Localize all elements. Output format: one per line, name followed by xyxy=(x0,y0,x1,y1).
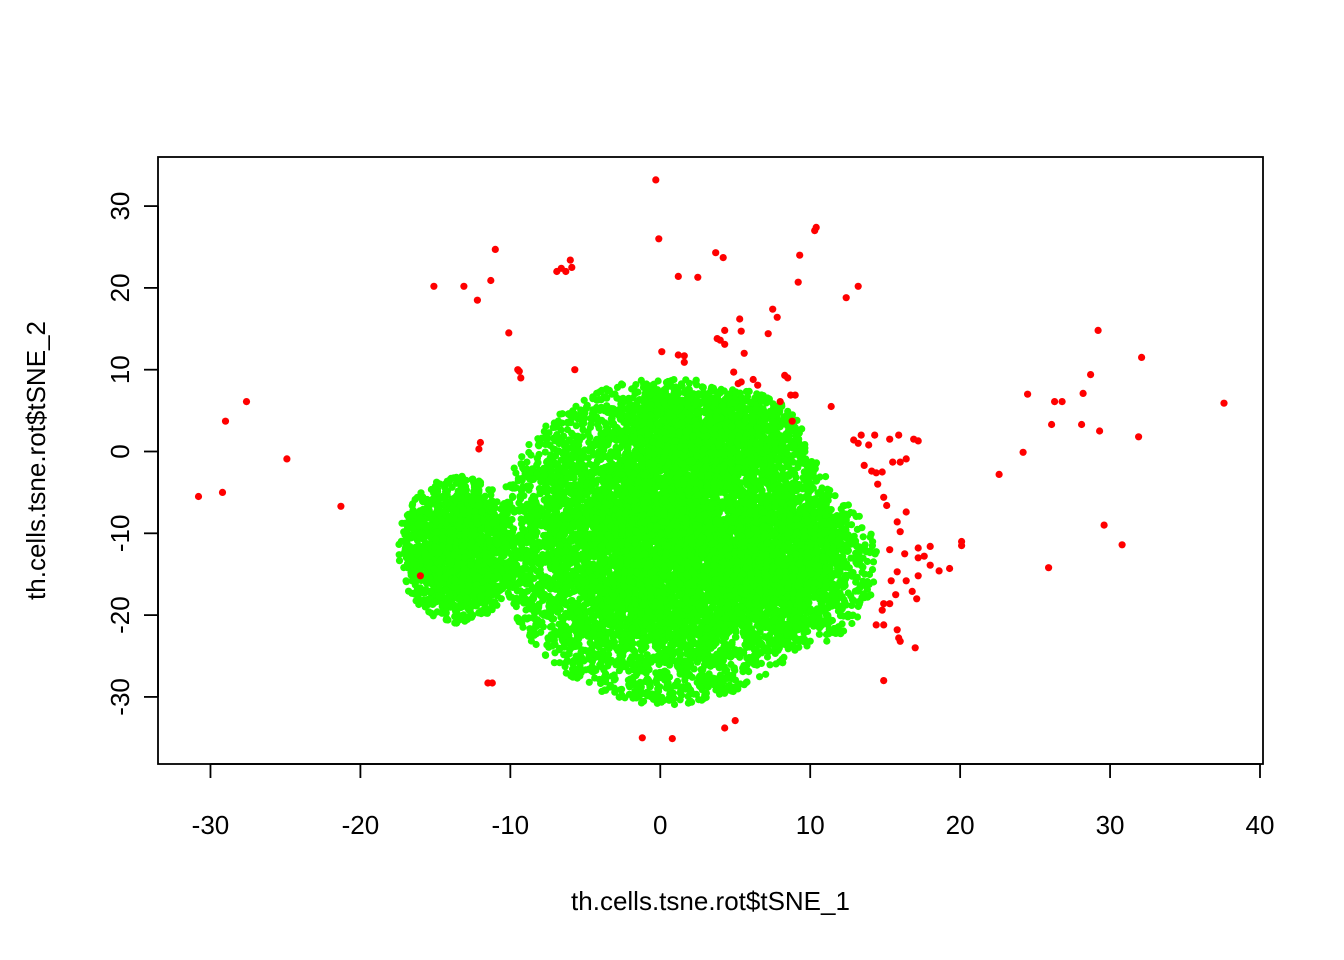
data-point-green xyxy=(541,448,549,456)
data-point-green xyxy=(517,515,525,523)
data-point-green xyxy=(822,473,830,481)
data-point-green xyxy=(756,673,764,681)
data-point-green xyxy=(771,649,779,658)
data-point-green xyxy=(541,440,550,448)
data-point-green xyxy=(572,422,580,430)
points-layer xyxy=(194,176,1228,743)
data-point-green xyxy=(643,675,652,683)
data-point-green xyxy=(523,615,531,623)
data-point-green xyxy=(542,651,550,660)
data-point-green xyxy=(524,587,532,595)
data-point-green xyxy=(570,615,578,623)
data-point-green xyxy=(568,429,576,437)
data-point-green xyxy=(508,492,517,500)
data-point-green xyxy=(550,659,559,667)
data-point-green xyxy=(618,663,626,671)
data-point-green xyxy=(595,424,603,432)
data-point-green xyxy=(586,607,594,615)
data-point-green xyxy=(596,396,604,404)
data-point-green xyxy=(640,697,648,705)
